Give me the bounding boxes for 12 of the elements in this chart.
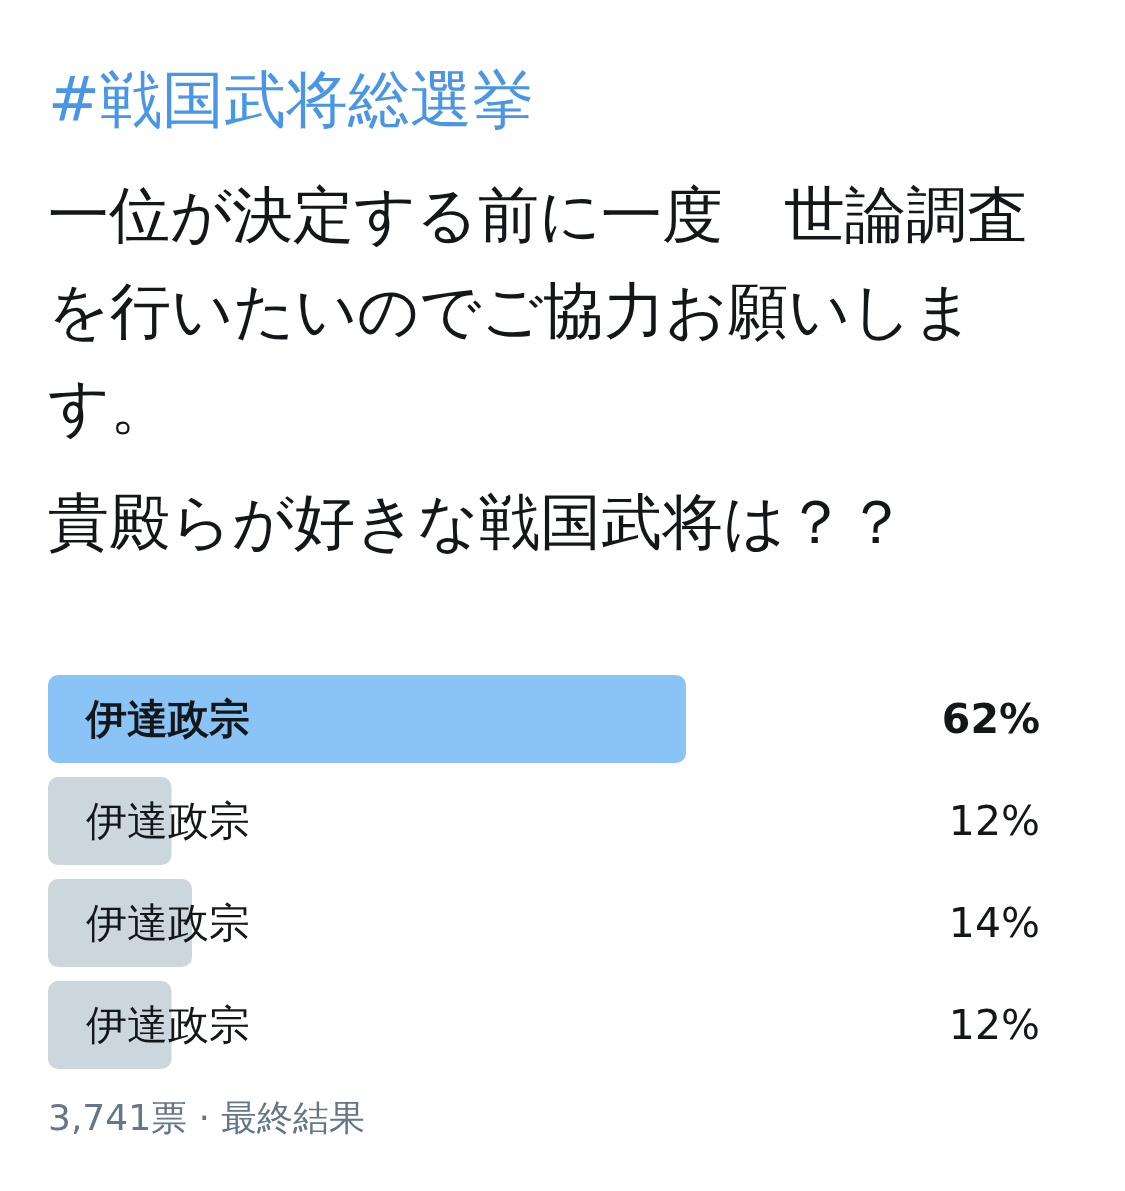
y-tick-label: 伊達政宗 xyxy=(86,797,250,845)
y-tick-label: 伊達政宗 xyxy=(84,695,250,743)
data-label: 62% xyxy=(941,695,1040,743)
data-label: 12% xyxy=(948,1001,1040,1049)
chart-title: #戦国武将総選挙 xyxy=(48,62,534,138)
chart-subtitle: 一位が決定する前に一度 世論調査を行いたいのでご協力お願いします。 xyxy=(48,178,1029,444)
y-tick-label: 伊達政宗 xyxy=(86,899,250,947)
data-label: 14% xyxy=(948,899,1040,947)
data-label: 12% xyxy=(948,797,1040,845)
y-tick-label: 伊達政宗 xyxy=(86,1001,250,1049)
text: 貴殿らが好きな戦国武将は？？ xyxy=(48,485,908,559)
text: 3,741票 · 最終結果 xyxy=(48,1096,366,1140)
